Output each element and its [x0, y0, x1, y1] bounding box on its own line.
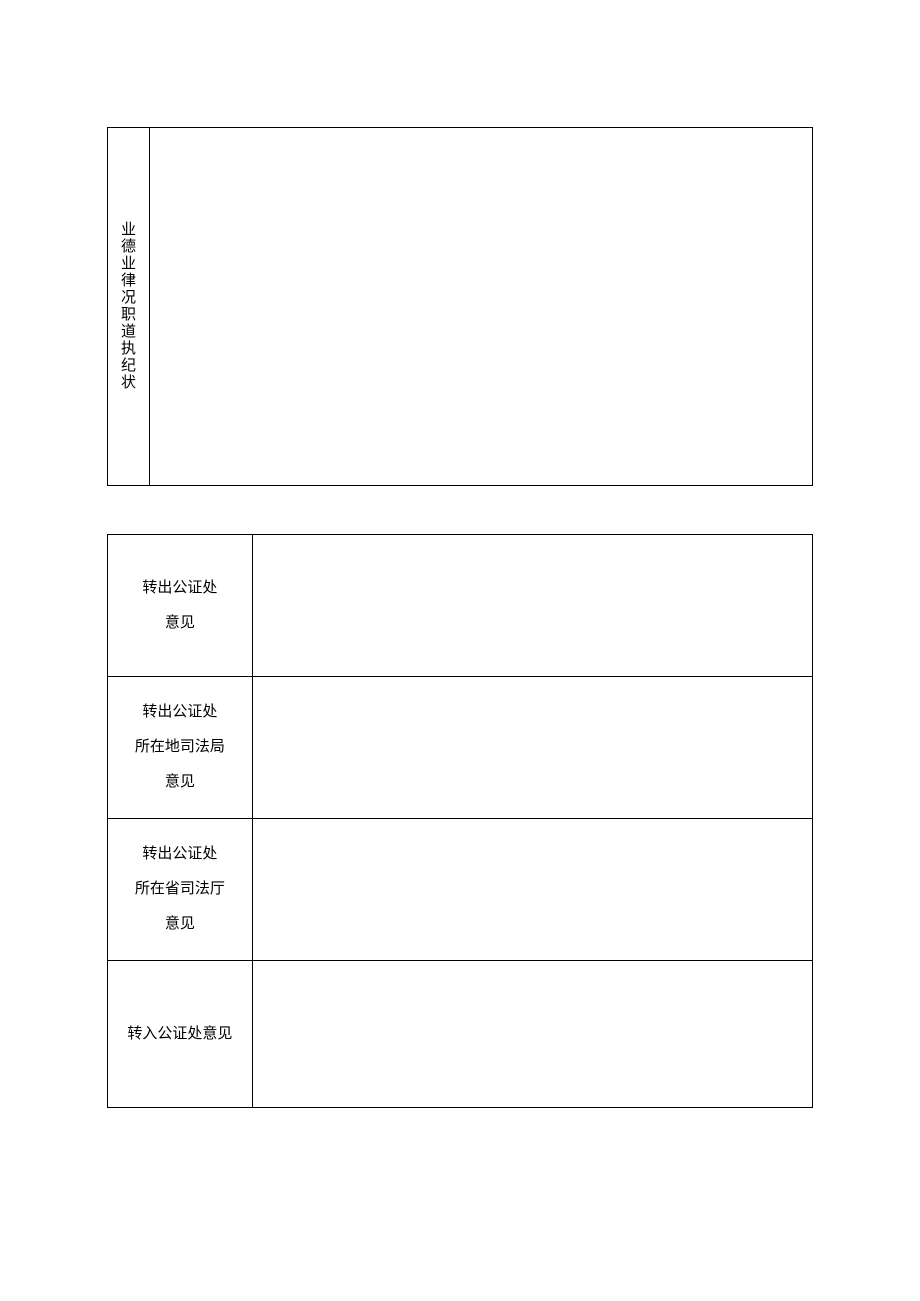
label-line: 意见 [116, 606, 244, 641]
table-row: 转入公证处意见 [108, 961, 813, 1108]
transfer-out-provincial-dept-opinion-label: 转出公证处 所在省司法厅 意见 [108, 819, 253, 961]
table-row: 转出公证处 意见 [108, 535, 813, 677]
label-line: 转出公证处 [116, 571, 244, 606]
ethics-discipline-table: 业德业律况职道执纪状 [107, 127, 813, 486]
table-row: 转出公证处 所在地司法局 意见 [108, 677, 813, 819]
ethics-label-cell: 业德业律况职道执纪状 [108, 128, 150, 486]
transfer-out-provincial-dept-opinion-content [252, 819, 812, 961]
transfer-out-office-opinion-content [252, 535, 812, 677]
table-row: 转出公证处 所在省司法厅 意见 [108, 819, 813, 961]
label-line: 所在省司法厅 [116, 872, 244, 907]
transfer-out-office-opinion-label: 转出公证处 意见 [108, 535, 253, 677]
label-line: 转入公证处意见 [116, 1017, 244, 1052]
transfer-out-local-bureau-opinion-content [252, 677, 812, 819]
label-line: 意见 [116, 907, 244, 942]
label-line: 转出公证处 [116, 837, 244, 872]
ethics-content-cell [149, 128, 812, 486]
label-line: 转出公证处 [116, 695, 244, 730]
transfer-in-office-opinion-label: 转入公证处意见 [108, 961, 253, 1108]
transfer-in-office-opinion-content [252, 961, 812, 1108]
transfer-out-local-bureau-opinion-label: 转出公证处 所在地司法局 意见 [108, 677, 253, 819]
ethics-vertical-label: 业德业律况职道执纪状 [119, 222, 137, 392]
label-line: 所在地司法局 [116, 730, 244, 765]
opinions-table: 转出公证处 意见 转出公证处 所在地司法局 意见 转出公证处 所在省司法厅 意见… [107, 534, 813, 1108]
label-line: 意见 [116, 765, 244, 800]
